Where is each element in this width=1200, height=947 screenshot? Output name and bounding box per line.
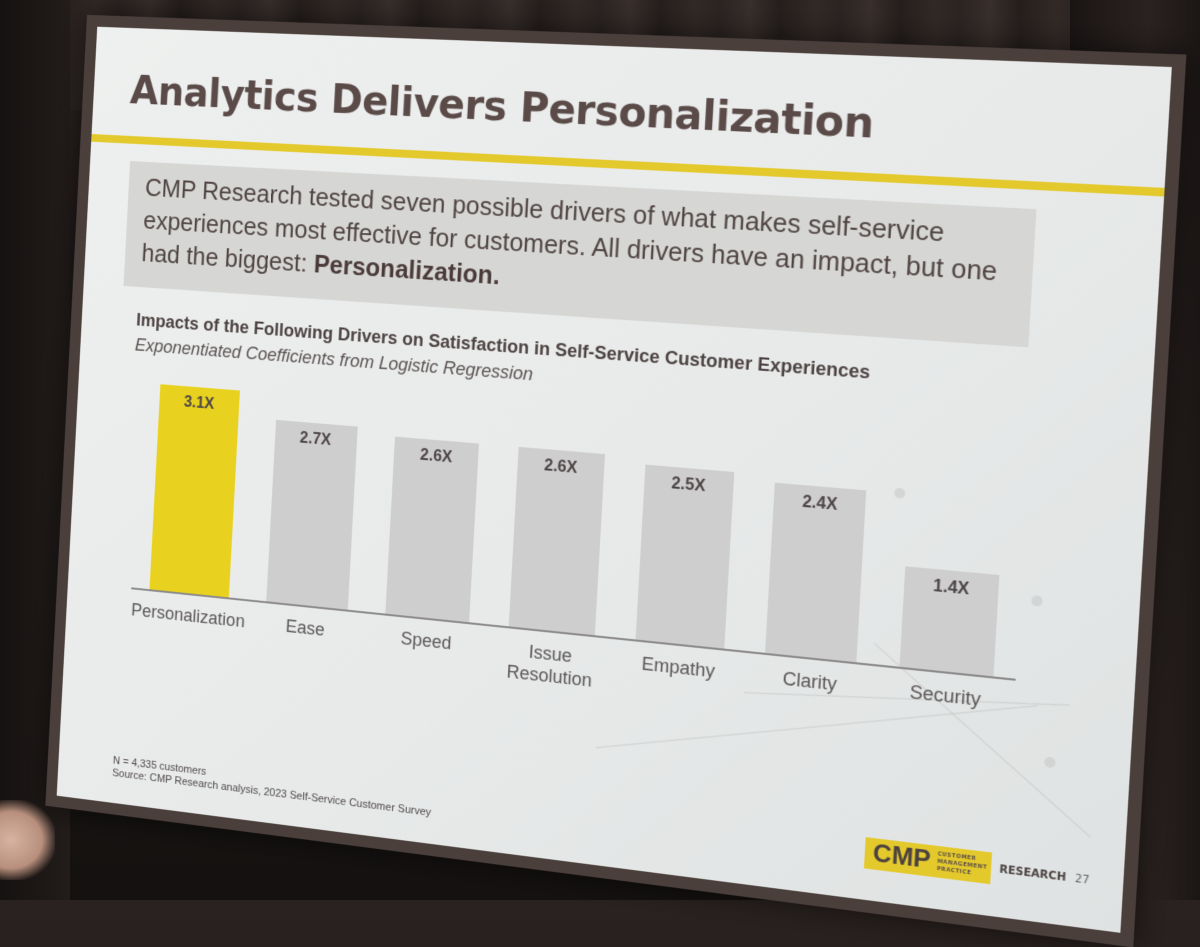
bar-value-label: 2.7X	[299, 429, 332, 450]
projection-screen: Analytics Delivers Personalization CMP R…	[45, 14, 1187, 947]
bar-security: 1.4X	[899, 566, 1000, 677]
bar-value-label: 2.6X	[419, 446, 453, 467]
bar-speed: 2.6X	[385, 436, 480, 623]
category-label: Personalization	[130, 599, 246, 632]
decorative-network-dot	[1044, 756, 1056, 769]
cmp-logo-mark: CMP CUSTOMER MANAGEMENT PRACTICE	[863, 837, 992, 885]
cmp-logo-text: CMP	[872, 839, 932, 875]
intro-text: CMP Research tested seven possible drive…	[140, 174, 998, 287]
bar-value-label: 2.6X	[543, 457, 578, 478]
decorative-network-dot	[1031, 595, 1043, 607]
category-label: Empathy	[641, 653, 716, 682]
category-label: Ease	[285, 616, 326, 640]
bar-chart: 3.1X 2.7X 2.6X 2.6X 2.5X 2.4X 1.4X Personaliza…	[127, 376, 1030, 763]
category-label: Clarity	[782, 668, 838, 695]
intro-emphasis: Personalization.	[313, 250, 501, 291]
bar-value-label: 3.1X	[183, 393, 215, 413]
cmp-logo-subtitle: CUSTOMER MANAGEMENT PRACTICE	[937, 851, 988, 879]
category-label: Security	[909, 681, 982, 711]
bar-ease: 2.7X	[265, 419, 358, 610]
research-label: RESEARCH	[999, 863, 1067, 884]
bar-personalization: 3.1X	[149, 384, 240, 598]
category-label: Issue Resolution	[506, 641, 593, 691]
presenter-hand	[0, 800, 55, 880]
cmp-logo: CMP CUSTOMER MANAGEMENT PRACTICE RESEARC…	[863, 837, 1090, 896]
page-number: 27	[1074, 872, 1090, 887]
bar-value-label: 2.5X	[670, 474, 706, 496]
footnote: N = 4,335 customers Source: CMP Research…	[112, 755, 432, 820]
slide: Analytics Delivers Personalization CMP R…	[56, 26, 1172, 933]
bar-issue-resolution: 2.6X	[508, 446, 606, 636]
bar-value-label: 2.4X	[801, 493, 838, 515]
slide-title: Analytics Delivers Personalization	[129, 68, 876, 149]
bar-value-label: 1.4X	[932, 577, 970, 599]
bar-empathy: 2.5X	[635, 464, 734, 649]
category-label: Speed	[400, 628, 453, 654]
bar-clarity: 2.4X	[765, 482, 867, 663]
